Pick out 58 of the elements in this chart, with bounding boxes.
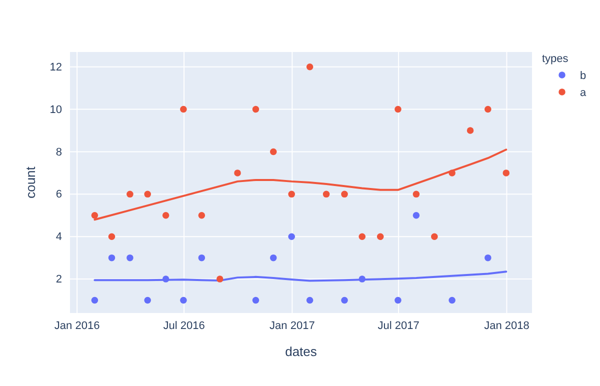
- point: [394, 106, 402, 113]
- point: [180, 296, 187, 304]
- point: [162, 276, 170, 282]
- point: [252, 106, 260, 113]
- point: [180, 106, 187, 113]
- point: [288, 190, 295, 198]
- point: [126, 190, 134, 198]
- point: [198, 212, 206, 219]
- point: [91, 296, 98, 304]
- point: [341, 190, 348, 198]
- point: [216, 276, 224, 282]
- x-tick-label: Jan 2018: [484, 320, 530, 332]
- point: [322, 190, 330, 198]
- point: [108, 254, 116, 262]
- x-axis-title: dates: [285, 344, 318, 359]
- point: [484, 106, 492, 113]
- point: [91, 212, 98, 219]
- point: [162, 212, 170, 219]
- point: [358, 233, 366, 240]
- x-tick-label: Jan 2017: [270, 320, 315, 332]
- point: [466, 127, 474, 134]
- legend-title: types: [542, 53, 569, 65]
- y-tick-label: 8: [56, 146, 62, 158]
- point: [234, 170, 241, 176]
- point: [288, 233, 295, 240]
- point: [270, 254, 277, 262]
- point: [412, 212, 420, 219]
- legend-label: b: [580, 70, 586, 82]
- point: [306, 63, 314, 70]
- y-tick-label: 2: [56, 274, 62, 286]
- point: [358, 276, 366, 282]
- point: [126, 254, 134, 262]
- point: [108, 233, 116, 240]
- y-axis-title: count: [23, 166, 38, 198]
- x-tick-label: Jan 2016: [54, 320, 100, 332]
- x-tick-label: Jul 2016: [163, 320, 205, 332]
- point: [198, 254, 206, 262]
- y-tick-label: 4: [56, 231, 62, 244]
- point: [412, 190, 420, 198]
- point: [341, 296, 348, 304]
- point: [376, 233, 384, 240]
- point: [270, 148, 277, 156]
- point: [252, 296, 260, 304]
- legend-label: a: [580, 87, 587, 99]
- point: [144, 190, 151, 198]
- point: [502, 170, 510, 176]
- point: [144, 296, 151, 304]
- point: [448, 296, 456, 304]
- y-tick-label: 10: [50, 104, 62, 116]
- x-tick-label: Jul 2017: [378, 320, 420, 332]
- point: [431, 233, 438, 240]
- y-tick-label: 12: [50, 61, 62, 74]
- y-tick-label: 6: [56, 188, 62, 201]
- point: [448, 170, 456, 176]
- point: [394, 296, 402, 304]
- line-series: [94, 270, 508, 282]
- point: [306, 296, 314, 304]
- point: [484, 254, 492, 262]
